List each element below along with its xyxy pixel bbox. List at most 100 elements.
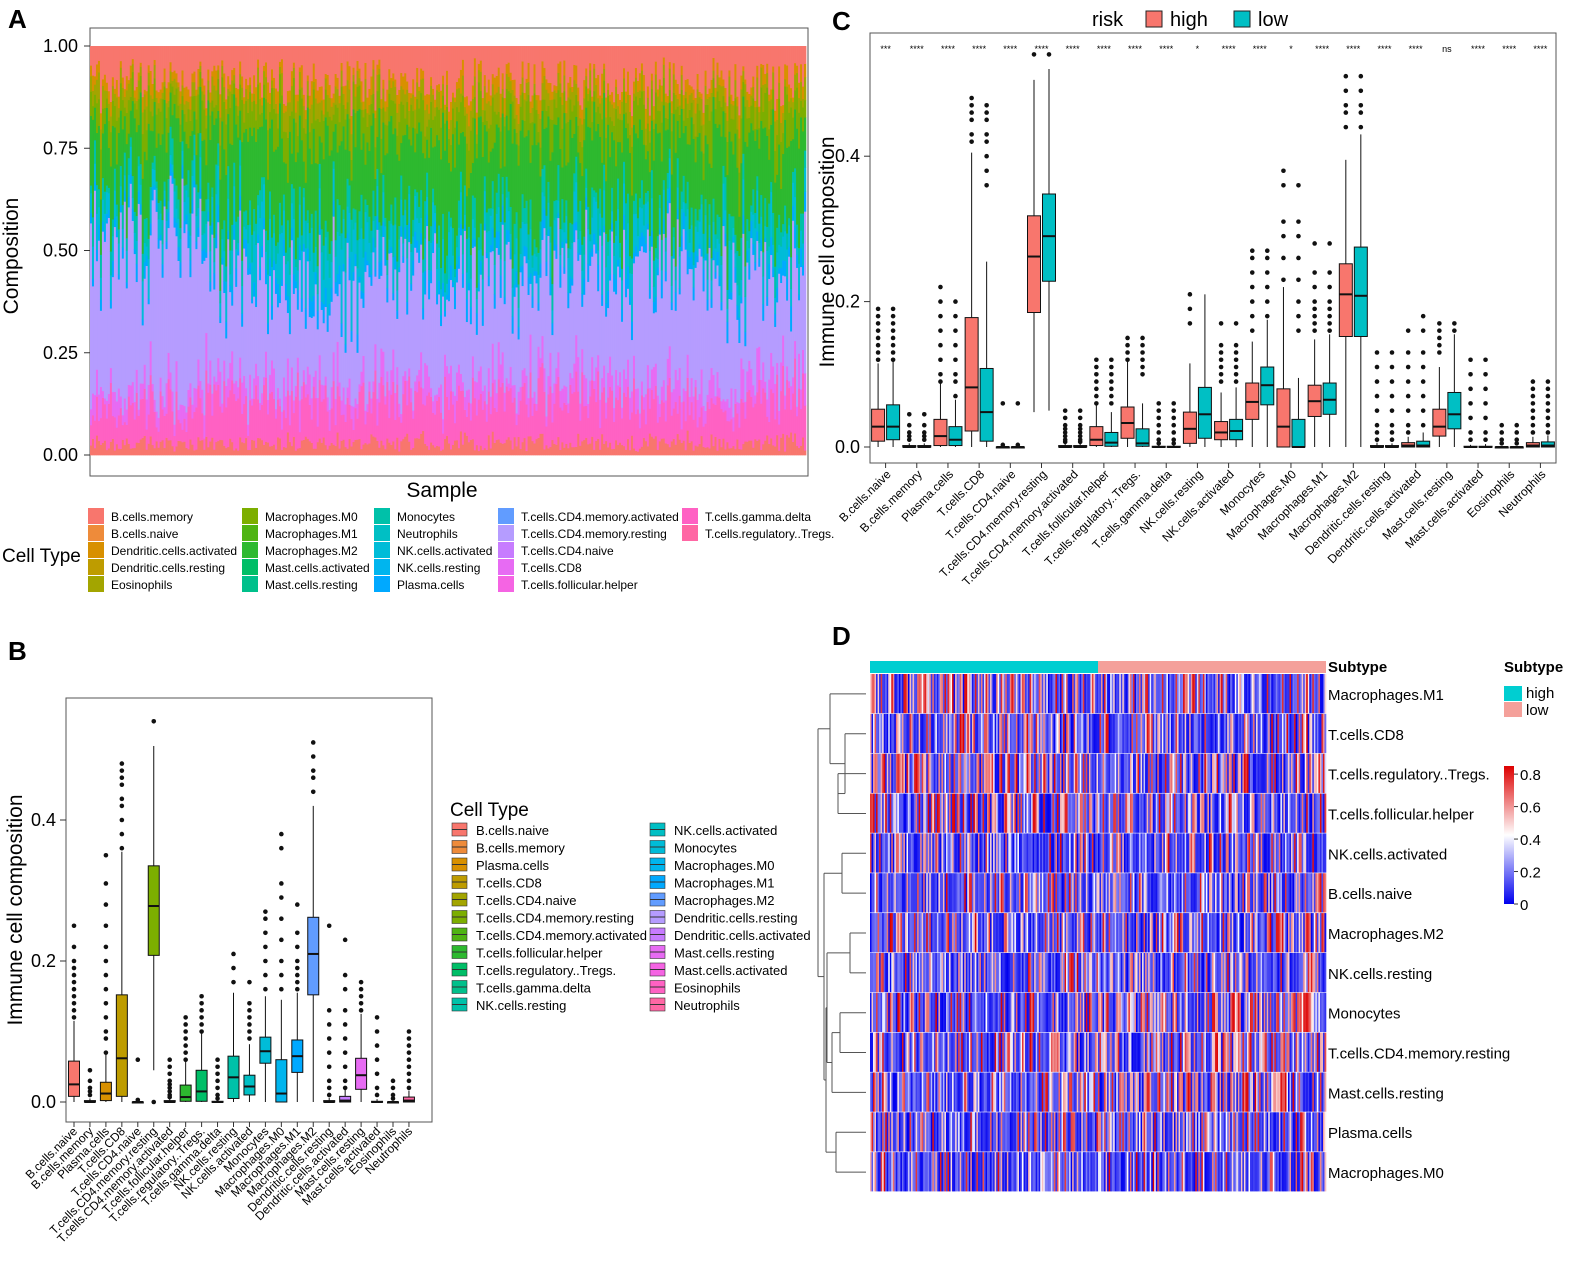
composition-segment	[330, 46, 333, 99]
box	[1197, 386, 1212, 439]
composition-segment	[553, 403, 556, 444]
composition-segment	[589, 265, 592, 381]
composition-segment	[328, 84, 332, 98]
composition-segment	[609, 240, 612, 275]
composition-segment	[199, 61, 202, 67]
composition-segment	[678, 114, 682, 138]
composition-segment	[670, 174, 674, 257]
composition-segment	[702, 446, 705, 456]
outlier-point	[1156, 401, 1162, 406]
composition-segment	[744, 266, 747, 297]
composition-segment	[499, 364, 503, 388]
composition-segment	[668, 446, 672, 456]
composition-segment	[105, 400, 109, 419]
composition-segment	[165, 152, 168, 210]
composition-segment	[662, 218, 666, 235]
composition-segment	[686, 103, 690, 118]
composition-segment	[93, 163, 97, 182]
composition-segment	[802, 213, 805, 244]
composition-segment	[750, 87, 753, 96]
composition-segment	[680, 429, 684, 444]
legend-label: Macrophages.M2	[265, 544, 358, 558]
composition-segment	[274, 245, 278, 264]
composition-segment	[183, 441, 186, 456]
composition-segment	[461, 95, 465, 132]
composition-segment	[804, 191, 807, 212]
outlier-point	[71, 944, 77, 950]
composition-segment	[627, 386, 630, 440]
composition-segment	[776, 134, 779, 175]
composition-segment	[243, 226, 246, 240]
composition-segment	[408, 441, 411, 456]
composition-segment	[790, 46, 793, 89]
composition-segment	[366, 260, 369, 266]
composition-segment	[642, 144, 646, 205]
composition-segment	[121, 414, 125, 426]
composition-segment	[652, 366, 656, 400]
composition-segment	[722, 225, 725, 400]
composition-segment	[336, 386, 339, 433]
composition-segment	[292, 188, 296, 220]
outlier-point	[71, 958, 77, 964]
composition-segment	[535, 438, 538, 456]
composition-segment	[360, 228, 363, 291]
composition-segment	[493, 442, 497, 456]
composition-segment	[776, 362, 779, 375]
composition-segment	[432, 240, 435, 254]
composition-segment	[555, 367, 558, 385]
composition-segment	[221, 264, 224, 404]
composition-segment	[603, 92, 606, 165]
outlier-point	[1171, 415, 1177, 421]
composition-segment	[370, 46, 373, 77]
composition-segment	[422, 70, 425, 79]
composition-segment	[690, 102, 693, 118]
composition-segment	[605, 316, 608, 403]
composition-segment	[473, 57, 477, 77]
composition-segment	[732, 154, 735, 217]
composition-segment	[422, 99, 425, 154]
composition-segment	[420, 244, 423, 353]
composition-segment	[782, 236, 785, 261]
composition-segment	[332, 46, 335, 94]
composition-segment	[412, 94, 415, 112]
composition-segment	[543, 164, 546, 197]
composition-segment	[605, 46, 608, 98]
composition-segment	[776, 374, 779, 436]
composition-segment	[599, 427, 602, 450]
composition-segment	[718, 84, 721, 102]
composition-segment	[684, 79, 688, 92]
composition-segment	[304, 436, 308, 456]
composition-segment	[738, 427, 741, 450]
outlier-point	[199, 1001, 204, 1006]
outlier-point	[953, 372, 958, 377]
composition-segment	[750, 396, 753, 441]
composition-segment	[690, 207, 693, 226]
legend-label: B.cells.naive	[111, 527, 179, 541]
legend-label: Mast.cells.resting	[674, 946, 774, 961]
composition-segment	[625, 239, 628, 280]
composition-segment	[686, 143, 690, 182]
composition-segment	[356, 334, 359, 353]
composition-segment	[272, 108, 276, 152]
composition-segment	[428, 269, 431, 281]
composition-segment	[167, 81, 170, 102]
composition-segment	[593, 196, 596, 234]
composition-segment	[680, 46, 684, 66]
composition-segment	[334, 445, 337, 456]
composition-segment	[105, 107, 109, 186]
composition-segment	[350, 446, 353, 456]
composition-segment	[342, 439, 345, 456]
composition-segment	[312, 448, 316, 456]
composition-segment	[362, 133, 365, 239]
composition-segment	[734, 46, 737, 65]
composition-segment	[495, 392, 499, 412]
outlier-point	[279, 972, 284, 978]
composition-segment	[615, 440, 618, 456]
composition-segment	[354, 398, 357, 409]
composition-segment	[217, 69, 220, 80]
composition-segment	[141, 178, 145, 254]
composition-segment	[770, 236, 773, 256]
composition-segment	[670, 285, 674, 303]
composition-segment	[700, 204, 703, 249]
composition-segment	[193, 95, 196, 112]
